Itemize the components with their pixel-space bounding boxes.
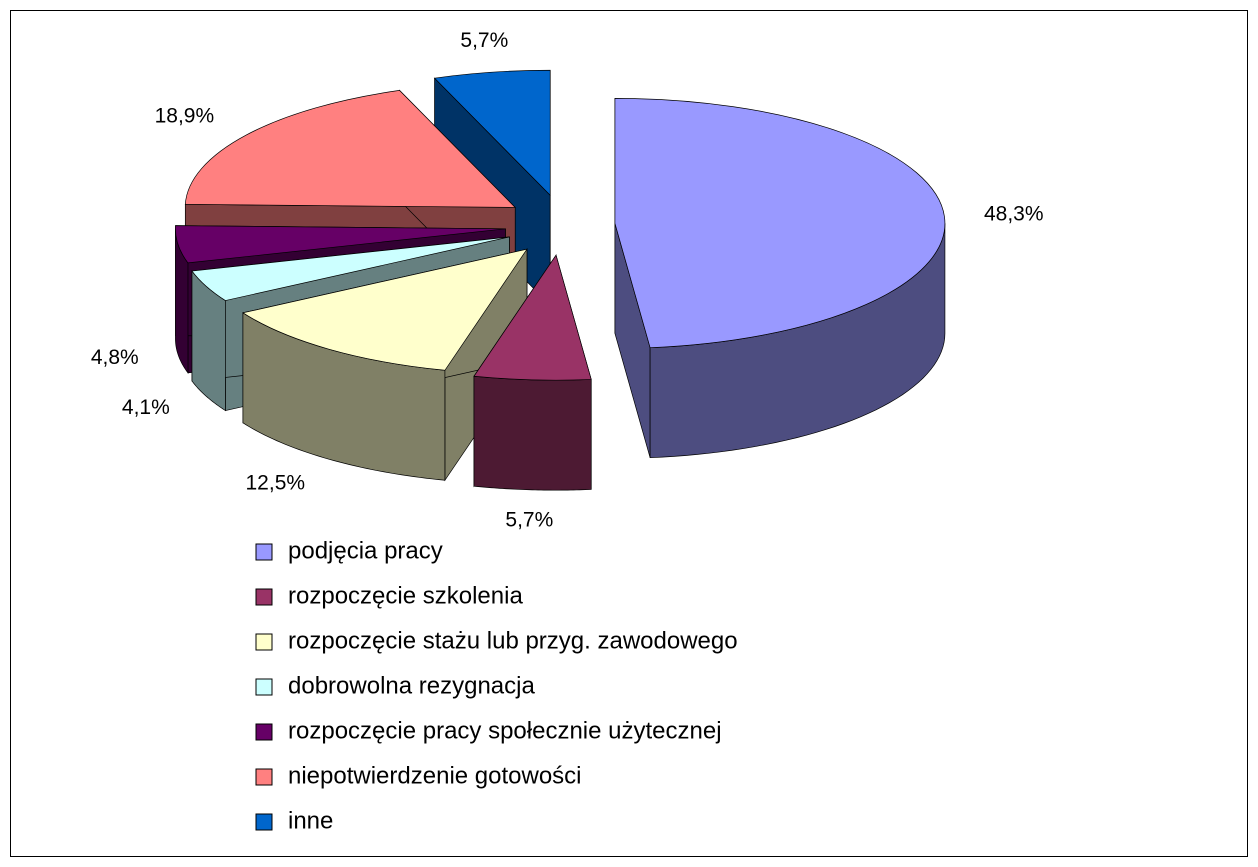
legend-swatch: [255, 543, 273, 561]
slice-top: [175, 225, 506, 264]
data-label: 18,9%: [155, 104, 215, 127]
slice-top: [614, 98, 946, 349]
slice-top: [184, 90, 517, 208]
legend-swatch: [255, 723, 273, 741]
legend-label: rozpoczęcie szkolenia: [288, 582, 523, 609]
legend-label: podjęcia pracy: [288, 537, 443, 564]
legend-swatch: [255, 633, 273, 651]
data-label: 5,7%: [460, 29, 508, 52]
slice: [614, 98, 946, 459]
slice-top: [433, 69, 551, 197]
slice: [473, 254, 592, 491]
legend-label: inne: [288, 807, 333, 834]
legend-label: niepotwierdzenie gotowości: [288, 762, 582, 789]
data-label: 12,5%: [246, 472, 306, 495]
data-label: 4,1%: [122, 396, 170, 419]
legend-label: dobrowolna rezygnacja: [288, 672, 535, 699]
slice-top: [473, 254, 592, 381]
data-label: 48,3%: [984, 203, 1044, 226]
legend-label: rozpoczęcie stażu lub przyg. zawodowego: [288, 627, 738, 654]
slice-wall: [473, 375, 592, 491]
legend-label: rozpoczęcie pracy społecznie użytecznej: [288, 717, 722, 744]
data-label: 4,8%: [91, 346, 139, 369]
legend-swatch: [255, 813, 273, 831]
data-label: 5,7%: [505, 509, 553, 532]
legend-swatch: [255, 678, 273, 696]
legend-swatch: [255, 768, 273, 786]
slice-top: [242, 248, 528, 371]
legend-swatch: [255, 588, 273, 606]
slice-top: [191, 236, 510, 301]
